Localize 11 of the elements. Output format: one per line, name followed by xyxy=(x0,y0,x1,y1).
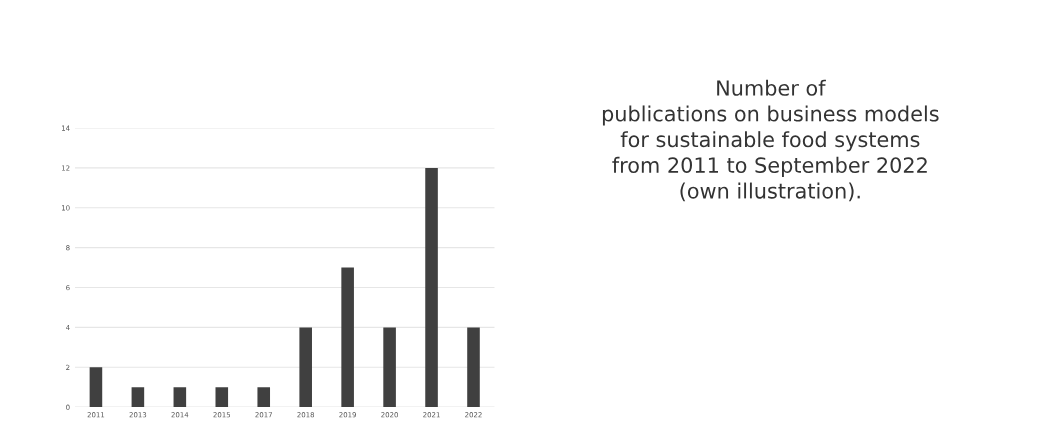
bar xyxy=(257,387,271,408)
bar xyxy=(215,387,229,408)
bar xyxy=(131,387,145,408)
bar xyxy=(425,167,438,408)
bar xyxy=(173,387,187,408)
bar xyxy=(383,327,396,408)
text: Number of publications on business models for sustainable food systems from 2011 to September 2022 (own illustration). xyxy=(602,79,939,202)
bar xyxy=(467,327,480,408)
bar xyxy=(341,267,354,408)
bar xyxy=(89,367,103,408)
bar xyxy=(299,327,312,408)
